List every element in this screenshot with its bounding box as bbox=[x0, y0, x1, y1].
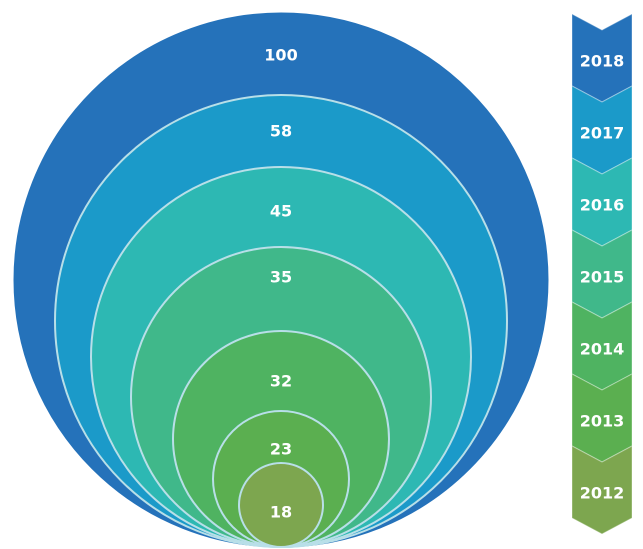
year-label: 2013 bbox=[580, 412, 625, 431]
circle-value-label: 23 bbox=[270, 440, 292, 459]
circle-value-label: 58 bbox=[270, 122, 292, 141]
circle-value-labels: 100 58 45 35 32 23 18 bbox=[264, 46, 297, 522]
nested-circles bbox=[13, 12, 549, 548]
year-label: 2018 bbox=[580, 52, 625, 71]
circle-value-label: 100 bbox=[264, 46, 297, 65]
circle-2012 bbox=[238, 462, 324, 548]
circle-value-label: 45 bbox=[270, 202, 292, 221]
year-label: 2012 bbox=[580, 484, 625, 503]
year-label: 2015 bbox=[580, 268, 625, 287]
circle-value-label: 18 bbox=[270, 503, 292, 522]
year-chevron-strip: 2018 2017 2016 2015 2014 2013 2012 bbox=[571, 13, 633, 535]
year-chevron-2012 bbox=[571, 445, 633, 535]
year-label: 2017 bbox=[580, 124, 625, 143]
circle-value-label: 32 bbox=[270, 372, 292, 391]
year-label: 2016 bbox=[580, 196, 625, 215]
circle-value-label: 35 bbox=[270, 268, 292, 287]
year-label: 2014 bbox=[580, 340, 625, 359]
